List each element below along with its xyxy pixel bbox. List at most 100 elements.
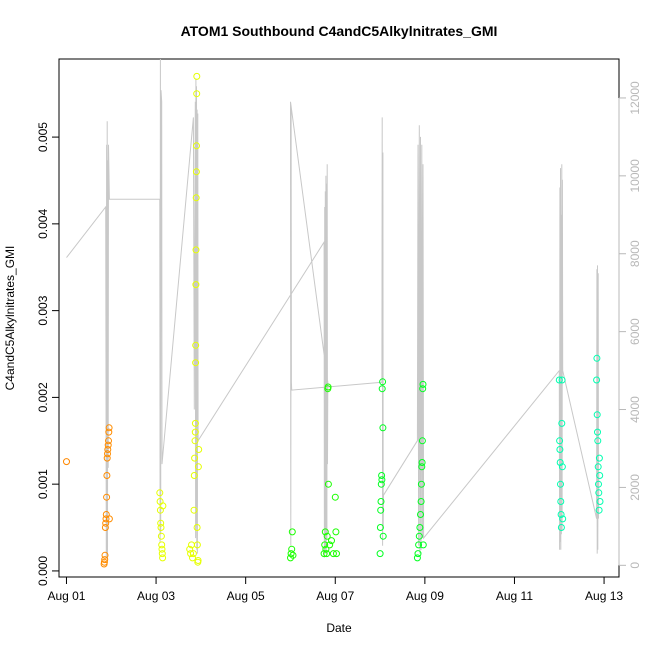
data-point [289,551,297,559]
data-point [192,281,200,289]
data-point [100,558,108,566]
data-point [331,493,339,501]
data-point [187,550,195,558]
data-point [323,550,331,558]
data-point [322,545,330,553]
data-point [378,385,386,393]
data-point [594,463,602,471]
data-point [557,498,565,505]
data-point [557,511,565,518]
data-point [555,376,563,384]
data-point [557,524,565,531]
data-point [593,411,601,419]
data-point [194,557,202,564]
right-tick-label: 10000 [628,159,642,193]
data-point [558,376,566,384]
data-point [329,550,337,558]
data-point [595,480,602,488]
data-point [324,383,332,391]
data-point [596,472,604,479]
data-point [193,541,201,549]
data-point [104,441,112,449]
data-point [418,463,426,471]
data-point [194,463,202,471]
data-point [378,472,386,479]
x-tick-label: Aug 09 [406,589,444,603]
data-point [377,506,385,514]
y-tick-label: 0.000 [36,556,50,586]
data-point [556,437,564,445]
data-point [415,541,423,549]
data-point [558,463,566,471]
data-point [556,459,564,466]
data-point [104,446,112,453]
x-tick-label: Aug 13 [585,589,623,603]
data-point [287,550,295,558]
data-point [558,419,566,427]
data-point [378,476,386,484]
marker-layer [63,72,604,568]
right-tick-label: 8000 [628,240,642,267]
data-point [418,459,426,466]
data-point [328,537,335,545]
data-point [594,437,602,445]
y-tick-label: 0.001 [36,469,50,499]
data-point [320,550,328,558]
data-point [103,493,111,501]
data-point [417,511,424,518]
data-point [101,524,109,531]
data-point [63,458,70,466]
data-point [333,550,340,558]
x-axis: Aug 01 Aug 03 Aug 05 Aug 07 Aug 09 Aug 11 Aug … [47,576,623,603]
data-point [156,489,164,497]
data-point [379,532,387,540]
x-tick-label: Aug 01 [47,589,85,603]
data-point [413,554,421,562]
data-point [159,554,167,562]
data-point [192,246,200,254]
data-point [191,454,199,462]
right-tick-label: 4000 [628,396,642,423]
data-point [376,524,384,531]
data-point [158,545,166,553]
data-point [195,446,203,453]
y-axis: 0.000 0.001 0.002 0.003 0.004 0.005 [36,122,60,586]
data-point [377,498,385,505]
data-point [192,341,200,349]
data-point [102,519,110,527]
data-point [157,524,165,531]
data-point [377,480,385,488]
data-point [103,472,111,479]
x-tick-label: Aug 07 [316,589,354,603]
y-tick-label: 0.004 [36,209,50,239]
right-tick-label: 0 [628,562,642,569]
data-point [158,550,166,558]
data-point [101,551,109,559]
data-point [192,194,200,202]
data-point [190,506,198,514]
data-point [157,532,165,540]
data-point [595,506,603,514]
data-point [321,541,329,549]
altitude-line [66,58,600,560]
data-point [596,498,604,505]
data-point [101,556,109,564]
data-point [189,554,196,562]
data-point [376,550,384,558]
data-point [193,524,201,531]
data-point [191,428,199,436]
data-point [157,519,165,527]
data-point [594,428,601,436]
data-point [414,550,422,558]
data-point [559,515,567,523]
data-point [159,502,167,510]
x-tick-label: Aug 11 [496,589,533,603]
data-point [193,142,200,150]
data-point [419,380,427,388]
y-tick-label: 0.002 [36,382,50,412]
data-point [192,168,200,176]
data-point [105,424,113,432]
altitude-line-layer [66,58,600,560]
data-point [192,359,200,367]
